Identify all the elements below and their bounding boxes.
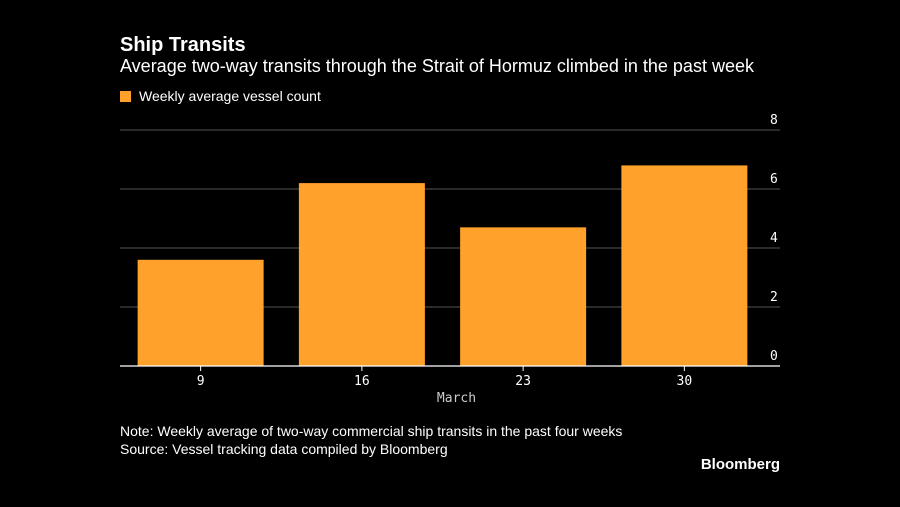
x-tick-label: 23 bbox=[515, 374, 531, 389]
bar bbox=[298, 183, 425, 366]
bar bbox=[137, 259, 264, 366]
x-tick-label: 30 bbox=[677, 374, 693, 389]
chart-title: Ship Transits bbox=[120, 34, 246, 56]
chart-subtitle: Average two-way transits through the Str… bbox=[120, 56, 754, 76]
y-tick-label: 2 bbox=[770, 290, 778, 305]
bar bbox=[621, 165, 748, 366]
footnote: Note: Weekly average of two-way commerci… bbox=[120, 422, 622, 458]
x-axis-label: March bbox=[437, 391, 476, 406]
legend-swatch bbox=[120, 90, 131, 102]
y-tick-label: 6 bbox=[770, 172, 778, 187]
y-tick-label: 4 bbox=[770, 231, 778, 246]
y-tick-label: 0 bbox=[770, 349, 778, 364]
bloomberg-logo: Bloomberg bbox=[700, 456, 780, 473]
legend: Weekly average vessel count bbox=[120, 88, 321, 104]
source-text: Source: Vessel tracking data compiled by… bbox=[120, 441, 448, 457]
bar bbox=[460, 227, 587, 366]
x-tick-label: 9 bbox=[197, 374, 205, 389]
y-tick-label: 8 bbox=[770, 113, 778, 128]
note-text: Note: Weekly average of two-way commerci… bbox=[120, 423, 623, 439]
x-tick-label: 16 bbox=[354, 374, 370, 389]
legend-label: Weekly average vessel count bbox=[139, 88, 321, 104]
